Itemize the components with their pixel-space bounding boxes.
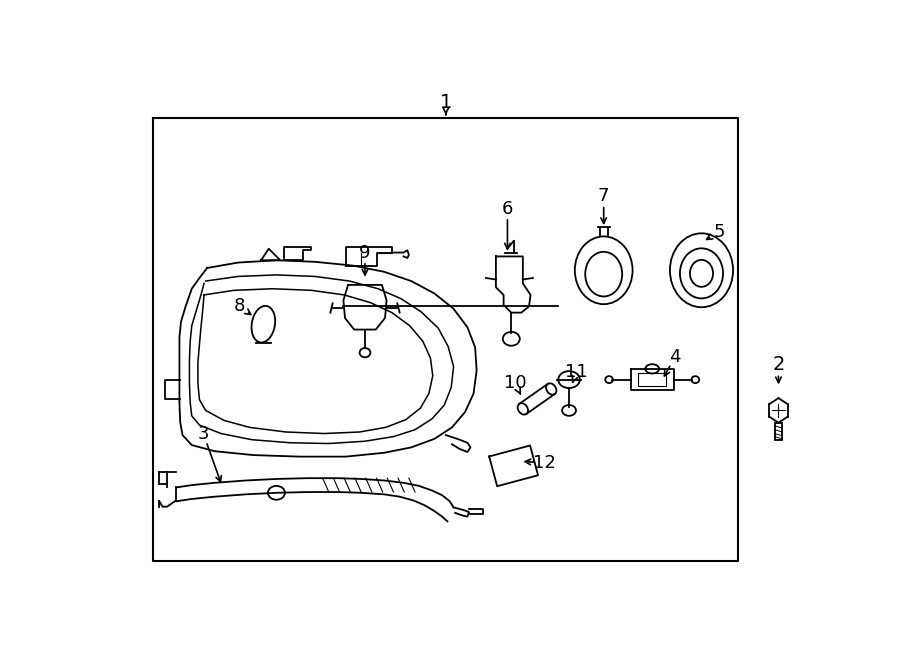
Text: 2: 2	[772, 355, 785, 373]
Text: 9: 9	[359, 243, 371, 262]
Text: 6: 6	[502, 200, 513, 217]
Text: 3: 3	[198, 424, 209, 442]
Text: 10: 10	[504, 375, 526, 393]
Text: 11: 11	[565, 363, 588, 381]
Text: 12: 12	[533, 454, 556, 472]
Text: 1: 1	[440, 93, 452, 112]
Text: 5: 5	[714, 223, 725, 241]
Text: 8: 8	[234, 297, 245, 315]
Text: 7: 7	[598, 187, 609, 206]
Bar	[775, 423, 782, 440]
Text: 4: 4	[670, 348, 681, 366]
